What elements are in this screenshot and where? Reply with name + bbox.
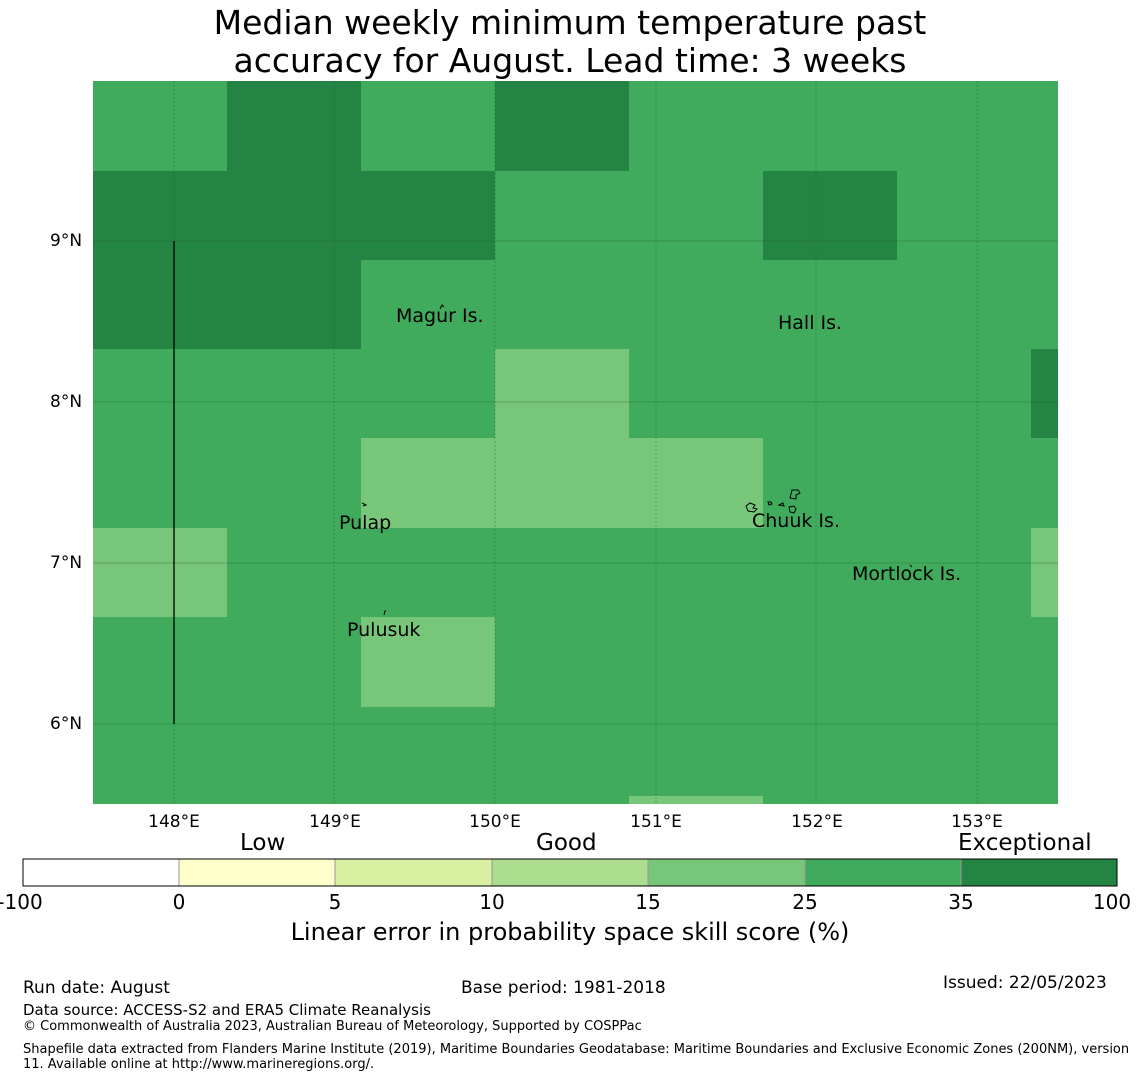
chuuk-islet-shape [777, 502, 785, 507]
place-label-hall: Hall Is. [778, 312, 843, 334]
colorbar-label: Linear error in probability space skill … [290, 918, 850, 946]
island-outlines [361, 304, 913, 616]
legend-category-exceptional: Exceptional [958, 830, 1092, 856]
colorbar-tick: 10 [479, 890, 505, 914]
cell [93, 171, 495, 260]
colorbar-tick: 100 [1092, 890, 1132, 914]
cell [1031, 349, 1058, 438]
cell [93, 260, 361, 349]
cell [763, 171, 897, 260]
base-period: Base period: 1981-2018 [461, 978, 666, 998]
lon-tick: 149°E [309, 812, 361, 832]
colorbar-bin [961, 859, 1117, 886]
colorbar-bin [23, 859, 179, 886]
lon-tick: 153°E [951, 812, 1003, 832]
title-line-1: Median weekly minimum temperature past [213, 3, 927, 42]
lon-tick: 152°E [791, 812, 843, 832]
pulusuk-island-shape [383, 610, 386, 616]
place-label-pulap: Pulap [339, 512, 392, 534]
magur-island-shape [439, 304, 445, 310]
shapefile-credit: Shapefile data extracted from Flanders M… [23, 1042, 1130, 1072]
lat-tick: 7°N [50, 553, 83, 573]
parallel-gridlines [93, 240, 1058, 725]
lon-tick: 150°E [469, 812, 521, 832]
colorbar-separators [178, 859, 962, 886]
exceptional-cells [93, 81, 1058, 438]
colorbar-bin [179, 859, 335, 886]
cell [1031, 528, 1058, 617]
place-label-magur: Magur Is. [396, 305, 484, 327]
cell [93, 528, 227, 617]
colorbar-tick: 25 [792, 890, 818, 914]
chuuk-islet-shape [767, 501, 773, 506]
cell [495, 349, 629, 438]
mortlock-island-shape [909, 564, 913, 568]
colorbar-tick: 35 [948, 890, 974, 914]
lat-tick: 6°N [50, 714, 83, 734]
colorbar [22, 858, 1118, 887]
colorbar-frame [22, 858, 1118, 887]
place-label-mortlock: Mortlock Is. [852, 563, 962, 585]
lat-tick: 9°N [50, 231, 83, 251]
data-source: Data source: ACCESS-S2 and ERA5 Climate … [23, 1001, 431, 1019]
skill-map [93, 81, 1058, 804]
cell [227, 81, 361, 171]
issued-date: Issued: 22/05/2023 [943, 973, 1107, 993]
copyright: © Commonwealth of Australia 2023, Austra… [23, 1019, 642, 1034]
good-mid-cells [93, 349, 1058, 804]
colorbar-bin [335, 859, 492, 886]
chuuk-islet-shape [745, 502, 758, 513]
place-label-pulusuk: Pulusuk [347, 619, 421, 641]
chart-title: Median weekly minimum temperature past a… [0, 4, 1140, 80]
place-label-chuuk: Chuuk Is. [752, 510, 840, 532]
cell [361, 438, 763, 528]
colorbar-bin [492, 859, 648, 886]
colorbar-tick: 5 [328, 890, 342, 914]
legend-category-good: Good [536, 830, 597, 856]
chuuk-lagoon-shape [789, 489, 801, 500]
lat-tick: 8°N [50, 392, 83, 412]
pulap-island-shape [361, 502, 368, 507]
chuuk-islet-shape [788, 505, 797, 514]
cell [495, 81, 629, 171]
lon-tick: 151°E [630, 812, 682, 832]
cell [629, 796, 763, 804]
colorbar-tick: 15 [635, 890, 661, 914]
colorbar-bin [648, 859, 805, 886]
run-date: Run date: August [23, 978, 170, 998]
lon-tick: 148°E [148, 812, 200, 832]
cell [361, 617, 495, 707]
legend-category-low: Low [240, 830, 286, 856]
title-line-2: accuracy for August. Lead time: 3 weeks [233, 41, 907, 80]
colorbar-bin [805, 859, 961, 886]
colorbar-tick: -100 [0, 890, 43, 914]
colorbar-tick: 0 [172, 890, 186, 914]
